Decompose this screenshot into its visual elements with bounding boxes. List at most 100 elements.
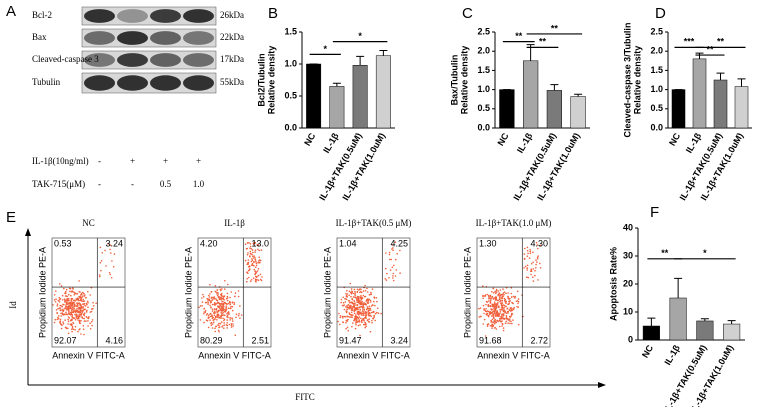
significance-label: * [358,31,362,41]
event-dot [76,317,78,319]
event-dot [509,307,512,309]
event-dot [101,252,104,254]
y-tick-label: 1.0 [477,84,490,94]
y-tick-label: 2.5 [477,26,490,36]
event-dot [219,307,221,310]
event-dot [342,304,345,307]
event-dot [368,309,371,312]
event-dot [209,304,211,307]
event-dot [367,300,370,302]
event-dot [374,312,377,315]
event-dot [226,313,228,315]
event-dot [349,313,352,316]
event-dot [79,291,81,293]
event-dot [351,308,354,310]
event-dot [109,273,111,276]
event-dot [76,302,79,305]
event-dot [75,315,78,317]
event-dot [503,318,506,320]
event-dot [209,293,211,295]
event-dot [373,296,376,299]
event-dot [60,327,63,330]
event-dot [372,304,374,306]
event-dot [218,316,221,319]
event-dot [67,306,69,309]
event-dot [68,299,70,302]
event-dot [82,310,84,312]
event-dot [478,316,481,318]
event-dot [484,335,487,337]
event-dot [65,326,67,329]
event-dot [359,303,362,306]
event-dot [76,293,79,295]
event-dot [364,303,366,306]
event-dot [255,262,258,265]
event-dot [505,316,508,319]
event-dot [71,328,73,331]
event-dot [74,319,77,321]
event-dot [356,311,359,314]
flow-x-label: FITC [295,392,315,402]
event-dot [248,276,250,279]
event-dot [220,311,222,314]
event-dot [53,321,56,324]
event-dot [113,253,116,255]
event-dot [384,278,387,280]
significance-label: ** [551,23,559,33]
y-tick-label: 2.0 [650,46,663,56]
event-dot [353,310,356,313]
event-dot [363,302,365,304]
event-dot [251,258,253,260]
event-dot [350,301,353,304]
event-dot [60,285,63,287]
event-dot [74,310,76,313]
event-dot [495,296,498,298]
event-dot [502,295,505,298]
event-dot [499,319,501,322]
event-dot [206,312,209,315]
event-dot [385,267,387,270]
event-dot [482,323,485,325]
event-dot [248,242,250,244]
event-dot [399,272,401,274]
event-dot [254,251,256,253]
event-dot [69,290,71,293]
event-dot [511,312,513,315]
bar [671,89,686,129]
event-dot [510,315,512,317]
event-dot [73,294,76,296]
event-dot [89,311,92,313]
event-dot [52,304,54,306]
event-dot [505,314,508,317]
event-dot [201,297,203,299]
x-tick-label: IL-1β [515,131,535,155]
event-dot [367,310,370,313]
event-dot [504,322,507,325]
event-dot [490,315,493,317]
y-axis-label: Bcl2/Tubulin [256,53,266,106]
x-tick-label: NC [302,131,317,148]
event-dot [385,252,387,254]
event-dot [224,302,227,305]
event-dot [363,314,365,317]
event-dot [508,297,511,300]
event-dot [501,293,503,296]
event-dot [376,300,378,303]
lane-value: - [98,156,101,166]
event-dot [483,312,485,315]
event-dot [493,317,495,320]
y-tick-label: 40 [623,222,633,232]
event-dot [220,315,222,318]
error-bar [716,72,725,80]
event-dot [492,304,494,306]
event-dot [487,323,490,325]
event-dot [351,302,354,305]
event-dot [79,309,82,311]
event-dot [206,297,208,300]
event-dot [65,311,67,314]
event-dot [75,293,77,295]
event-dot [361,321,363,324]
event-dot [483,318,486,321]
y-axis-label: Bax/Tubulin [449,55,459,106]
event-dot [346,308,348,311]
